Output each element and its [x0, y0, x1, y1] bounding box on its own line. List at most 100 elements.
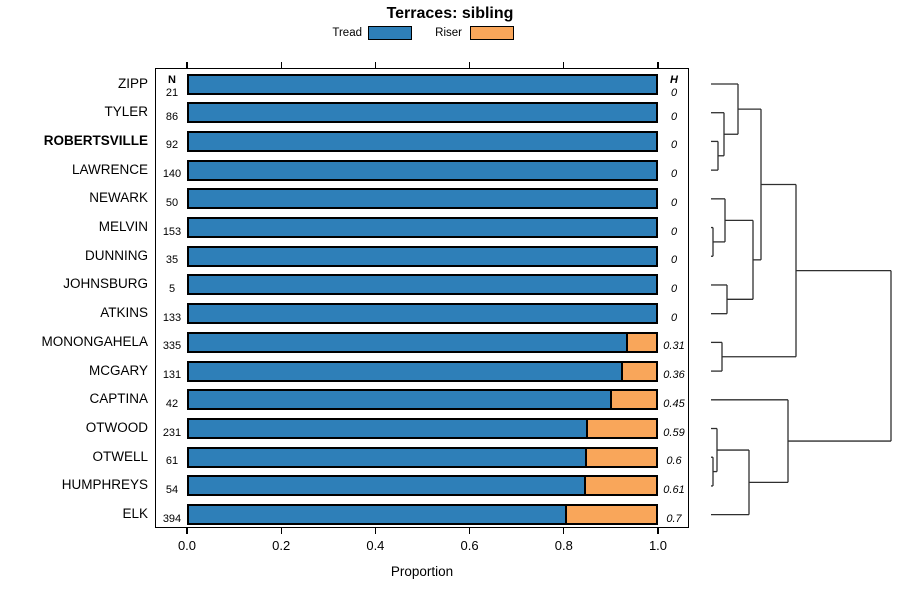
h-value: 0.31	[663, 340, 685, 353]
x-axis-tick-label: 1.0	[648, 538, 668, 553]
bar-segment-tread	[189, 219, 656, 237]
h-value: 0.7	[666, 512, 682, 525]
h-value: 0.36	[663, 369, 685, 382]
x-axis-tick-top	[563, 62, 565, 68]
x-axis-tick-bottom	[468, 528, 471, 534]
row-label: LAWRENCE	[71, 161, 148, 177]
bar-row	[187, 130, 658, 152]
n-value: 92	[165, 139, 179, 152]
bar-segment-tread	[189, 132, 656, 150]
bar-row	[187, 303, 658, 325]
chart-title: Terraces: sibling	[386, 5, 514, 22]
n-value: 133	[162, 311, 182, 324]
row-label: OTWELL	[92, 448, 148, 464]
n-value: 335	[162, 340, 182, 353]
n-column-header: N	[168, 74, 176, 86]
row-label: ROBERTSVILLE	[43, 132, 148, 148]
bar-row	[187, 446, 658, 468]
h-value: 0	[670, 196, 678, 209]
bar-segment-riser	[567, 506, 656, 524]
bar-segment-tread	[189, 104, 656, 122]
h-value: 0	[670, 110, 678, 123]
x-axis-tick-top	[468, 62, 471, 68]
bar-segment-tread	[189, 333, 628, 351]
bar-row	[187, 159, 658, 181]
h-value: 0.61	[663, 483, 685, 496]
bar-row	[187, 217, 658, 239]
n-value: 131	[162, 369, 182, 382]
x-axis-tick-bottom	[186, 528, 188, 534]
bar-segment-tread	[189, 477, 586, 495]
bar-segment-riser	[588, 420, 656, 438]
x-axis-tick-bottom	[657, 528, 659, 534]
bar-segment-riser	[585, 477, 656, 495]
row-label: DUNNING	[85, 247, 148, 263]
h-value: 0	[670, 254, 678, 267]
n-value: 394	[162, 512, 182, 525]
h-value: 0.59	[663, 426, 685, 439]
bar-segment-riser	[623, 362, 656, 380]
x-axis-tick-top	[280, 62, 282, 68]
row-label: NEWARK	[89, 190, 148, 206]
h-value: 0	[670, 282, 678, 295]
bar-segment-tread	[189, 276, 656, 294]
n-value: 86	[165, 110, 179, 123]
h-value: 0	[670, 225, 678, 238]
row-label: JOHNSBURG	[63, 276, 148, 292]
bar-segment-tread	[189, 391, 612, 409]
x-axis-tick-top	[186, 62, 188, 68]
n-value: 21	[165, 87, 179, 99]
n-value: 35	[165, 254, 179, 267]
row-label: MCGARY	[88, 362, 148, 378]
n-value: 50	[165, 196, 179, 209]
legend-label-riser: Riser	[435, 27, 462, 39]
bar-row	[187, 360, 658, 382]
bar-segment-tread	[189, 448, 587, 466]
h-value: 0.45	[663, 397, 685, 410]
h-value: 0	[670, 168, 678, 181]
bar-segment-tread	[189, 506, 568, 524]
x-axis-tick-top	[657, 62, 659, 68]
bar-segment-tread	[189, 75, 656, 93]
h-value: 0	[670, 139, 678, 152]
n-value: 54	[165, 483, 179, 496]
bar-segment-tread	[189, 305, 656, 323]
x-axis-tick-label: 0.0	[177, 538, 197, 553]
n-value: 231	[162, 426, 182, 439]
bar-segment-riser	[586, 448, 656, 466]
bar-row	[187, 475, 658, 497]
bar-segment-tread	[189, 161, 656, 179]
row-label: ZIPP	[117, 75, 148, 91]
n-value: 5	[168, 282, 176, 295]
x-axis-tick-top	[374, 62, 377, 68]
n-value: 140	[162, 168, 182, 181]
n-value: 61	[165, 455, 179, 468]
row-label: HUMPHREYS	[61, 477, 148, 493]
bar-row	[187, 245, 658, 267]
x-axis-tick-label: 0.8	[554, 538, 573, 553]
bar-segment-tread	[189, 420, 589, 438]
h-value: 0.6	[666, 455, 682, 468]
row-label: CAPTINA	[89, 391, 148, 407]
h-column-header: H	[670, 74, 678, 86]
legend-swatch-riser	[470, 26, 514, 40]
x-axis-tick-bottom	[563, 528, 565, 534]
bar-row	[187, 188, 658, 210]
row-label: MELVIN	[98, 219, 148, 235]
bar-row	[187, 389, 658, 411]
x-axis-tick-label: 0.2	[272, 538, 291, 553]
bar-row	[187, 73, 658, 95]
row-label: TYLER	[104, 104, 148, 120]
x-axis-tick-label: 0.6	[460, 538, 479, 553]
bar-row	[187, 504, 658, 526]
bar-row	[187, 331, 658, 353]
bar-segment-tread	[189, 362, 624, 380]
h-value: 0	[670, 87, 678, 99]
row-label: OTWOOD	[85, 420, 148, 436]
bar-row	[187, 418, 658, 440]
row-label: ELK	[122, 506, 148, 522]
x-axis-tick-label: 0.4	[366, 538, 385, 553]
bar-row	[187, 274, 658, 296]
row-label: MONONGAHELA	[41, 333, 148, 349]
